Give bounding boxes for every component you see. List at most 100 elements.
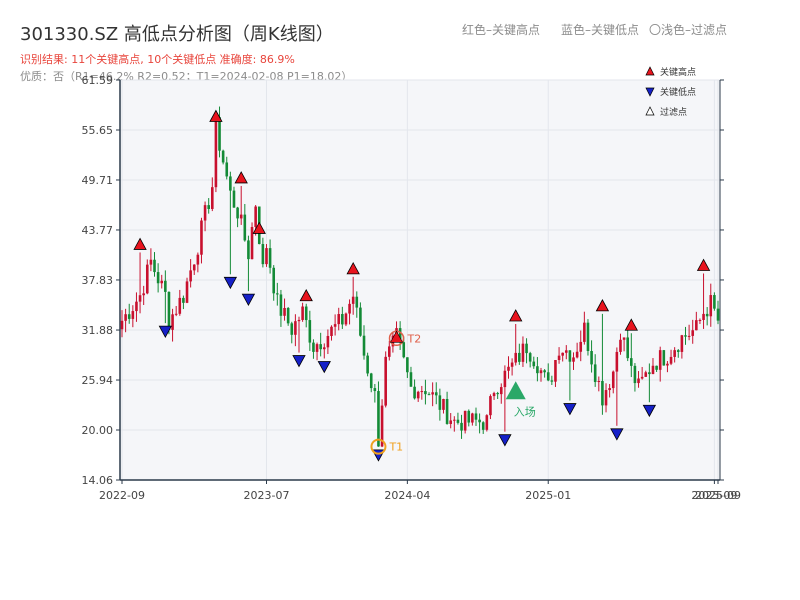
- key-high-marker: [234, 171, 248, 184]
- candle-body: [402, 342, 406, 358]
- candle-body: [698, 319, 702, 321]
- y-tick-label: 49.71: [82, 174, 114, 187]
- candle-body: [250, 227, 254, 260]
- hint-light-filtered: 〇浅色–过滤点: [649, 23, 728, 37]
- candle-body: [503, 370, 507, 388]
- key-high-marker: [252, 221, 266, 234]
- candle-body: [200, 220, 203, 255]
- x-tick-label: 2025-01: [525, 489, 571, 502]
- candle-body: [633, 365, 637, 384]
- candle-body: [499, 387, 503, 395]
- candle-body: [355, 296, 359, 308]
- candle-body: [138, 295, 142, 302]
- candle-body: [561, 352, 564, 356]
- candle-body: [120, 320, 124, 330]
- key-low-marker: [642, 404, 657, 418]
- candle-body: [214, 117, 218, 188]
- key-low-marker: [610, 428, 624, 441]
- legend-label: 关键高点: [660, 66, 696, 78]
- candle-body: [684, 335, 687, 337]
- candle-body: [539, 370, 543, 374]
- candle-body: [178, 297, 182, 314]
- candle-body: [507, 366, 510, 371]
- candle-body: [521, 343, 525, 362]
- candle-body: [586, 322, 590, 351]
- candle-body: [254, 206, 257, 228]
- candle-body: [543, 370, 546, 373]
- x-tick-label: 2023-07: [244, 489, 290, 502]
- key-high-marker: [346, 262, 360, 275]
- candle-body: [438, 395, 442, 410]
- candle-body: [330, 326, 333, 336]
- candle-body: [225, 162, 229, 177]
- hint-blue-low: 蓝色–关键低点: [561, 23, 640, 37]
- candle-body: [247, 240, 250, 260]
- candle-body: [243, 214, 247, 241]
- candle-body: [564, 350, 568, 353]
- candle-body: [575, 351, 579, 358]
- candle-body: [359, 307, 362, 336]
- candle-body: [182, 297, 185, 303]
- candle-body: [221, 150, 225, 163]
- candle-body: [471, 413, 474, 423]
- candle-body: [196, 254, 200, 265]
- candle-body: [666, 363, 669, 366]
- candle-body: [601, 381, 604, 406]
- candle-body: [192, 264, 196, 271]
- candle-body: [442, 398, 445, 410]
- candle-body: [174, 313, 178, 315]
- candle-body: [492, 393, 496, 397]
- candle-body: [554, 360, 557, 382]
- candle-body: [380, 405, 384, 447]
- y-tick-label: 55.65: [82, 124, 114, 137]
- candle-body: [341, 314, 344, 325]
- candle-body: [304, 306, 308, 321]
- candle-body: [142, 293, 145, 296]
- candle-body: [156, 272, 160, 284]
- candle-body: [239, 214, 243, 219]
- candle-body: [236, 207, 239, 219]
- candle-body: [525, 343, 528, 354]
- key-high-marker: [696, 258, 711, 271]
- candle-body: [283, 307, 286, 316]
- candle-body: [207, 205, 210, 209]
- candle-body: [315, 344, 319, 352]
- candle-body: [695, 320, 698, 331]
- t1-label: T1: [388, 441, 403, 454]
- candle-body: [463, 410, 467, 431]
- y-tick-label: 43.77: [82, 224, 114, 237]
- key-low-marker: [241, 293, 256, 306]
- candle-body: [619, 339, 622, 352]
- legend-label: 过滤点: [660, 106, 687, 118]
- markers: T1 T2 入场: [133, 109, 711, 462]
- candle-body: [658, 350, 662, 370]
- candle-body: [637, 378, 640, 384]
- candle-body: [572, 357, 575, 362]
- candle-body: [597, 381, 601, 383]
- candle-body: [709, 295, 713, 317]
- candle-body: [431, 392, 434, 395]
- candle-body: [640, 376, 644, 379]
- candle-body: [626, 337, 629, 359]
- candle-body: [445, 398, 449, 424]
- candle-body: [153, 259, 156, 273]
- candle-body: [702, 313, 705, 320]
- candle-body: [131, 311, 135, 319]
- candle-body: [160, 280, 164, 284]
- candle-body: [337, 314, 341, 325]
- candle-body: [124, 314, 127, 321]
- candle-body: [185, 281, 189, 303]
- candle-body: [590, 350, 593, 365]
- candle-body: [149, 259, 153, 265]
- x-tick-label: 2022-09: [99, 489, 145, 502]
- candle-body: [373, 388, 377, 392]
- candle-body: [312, 342, 315, 352]
- candle-body: [413, 386, 416, 399]
- candle-body: [611, 371, 615, 389]
- candle-body: [171, 314, 174, 330]
- candle-body: [713, 295, 716, 309]
- key-high-marker: [209, 109, 223, 122]
- candle-body: [268, 248, 272, 268]
- candle-body: [579, 341, 583, 352]
